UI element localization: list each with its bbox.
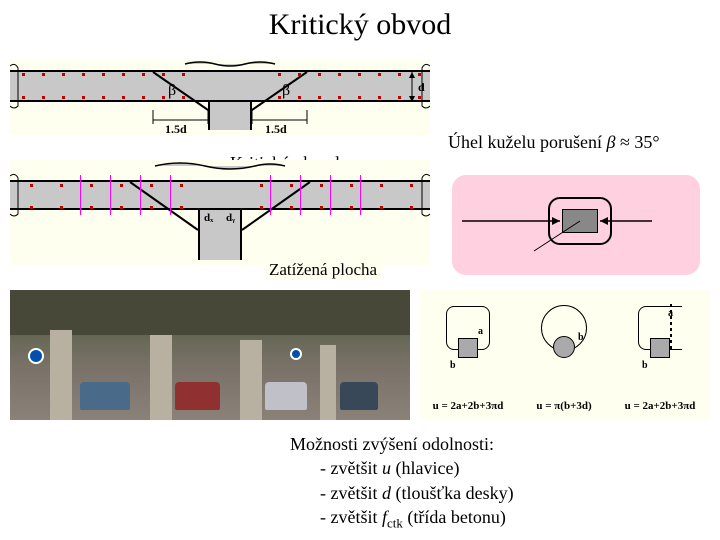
dist-label-left: 1.5d — [165, 122, 187, 137]
fig2-lines — [10, 160, 430, 265]
cone-lines — [10, 60, 430, 135]
parking-garage-photo — [10, 290, 410, 420]
dist-label-right: 1.5d — [265, 122, 287, 137]
d-label: d — [418, 80, 425, 95]
loaded-area-label: Zatížená plocha — [265, 260, 381, 280]
option-1: - zvětšit u (hlavice) — [290, 456, 514, 480]
angle-description: Úhel kuželu porušení β ≈ 35° — [448, 132, 660, 153]
option-3: - zvětšit fctk (třída betonu) — [290, 505, 514, 532]
option-2: - zvětšit d (tloušťka desky) — [290, 481, 514, 505]
resistance-options: Možnosti zvýšení odolnosti: - zvětšit u … — [290, 432, 514, 532]
beta-label-left: β — [168, 82, 176, 100]
beta-label-right: β — [282, 82, 290, 100]
dx-label: dₓ — [204, 212, 213, 224]
formula-3: u = 2a+2b+3πd — [612, 400, 708, 412]
dy-label: dᵧ — [226, 212, 235, 224]
plan-view-box — [452, 175, 700, 275]
plan-arrows — [452, 175, 700, 275]
figure-2: dₓ dᵧ — [10, 160, 430, 265]
formula-1: u = 2a+2b+3πd — [420, 400, 516, 412]
page-title: Kritický obvod — [0, 0, 720, 42]
formula-2: u = π(b+3d) — [516, 400, 612, 412]
perimeter-formulas: a b u = 2a+2b+3πd b u = π(b+3d) a b u = … — [420, 290, 710, 420]
options-heading: Možnosti zvýšení odolnosti: — [290, 432, 514, 456]
